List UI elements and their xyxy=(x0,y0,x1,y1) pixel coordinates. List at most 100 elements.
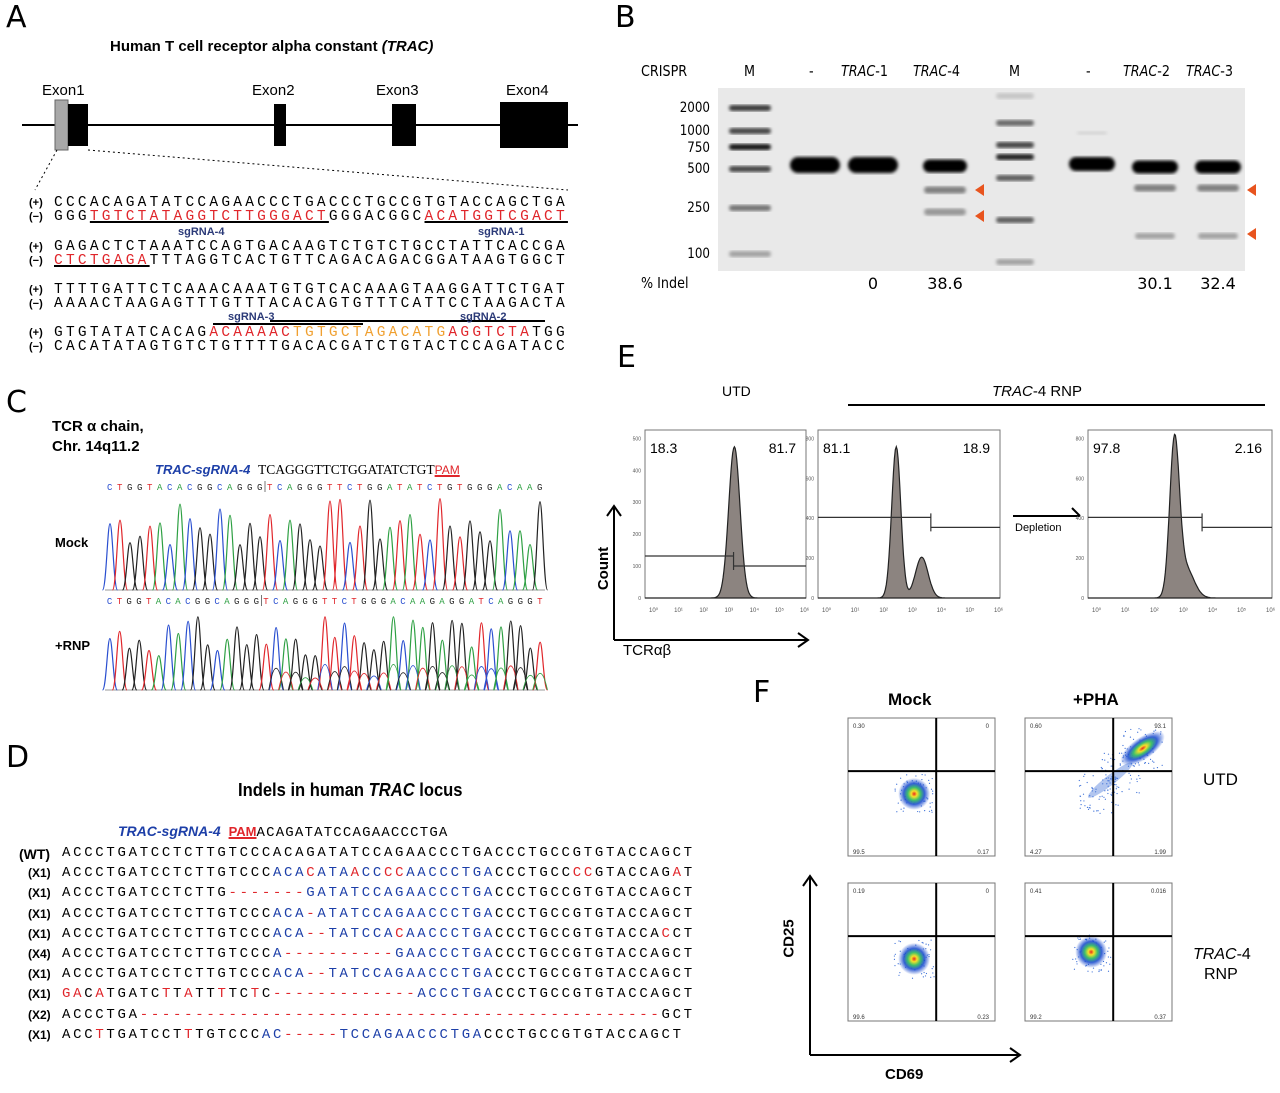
y-tick-label: 0 xyxy=(1081,596,1084,602)
trace-peak xyxy=(441,525,459,591)
sequence-segment: TGATC xyxy=(106,986,162,1003)
event-dot xyxy=(1091,971,1093,973)
event-dot xyxy=(925,943,927,945)
trace-peak xyxy=(471,531,489,591)
tcr-arrow-head xyxy=(797,632,810,648)
sequence-segment: AGGTCTA xyxy=(448,325,533,341)
trace-peak-secondary xyxy=(512,667,529,691)
event-dot xyxy=(906,774,908,776)
gate-line xyxy=(818,513,1000,532)
gel-band xyxy=(848,157,898,173)
event-dot xyxy=(899,941,902,943)
flow-dot-plot: 0.19 0 99.6 0.23 xyxy=(847,882,996,1022)
event-dot xyxy=(1101,759,1103,761)
event-dot xyxy=(1137,731,1139,733)
sequence-segment: ACA xyxy=(272,865,307,882)
x-tick-label: 10¹ xyxy=(674,608,683,614)
event-dot xyxy=(929,949,932,951)
sgrna3-bar xyxy=(213,323,363,325)
trace-peak-secondary xyxy=(307,677,323,691)
title-italic: (TRAC) xyxy=(381,38,434,55)
exon3-label: Exon3 xyxy=(376,82,419,99)
event-dot xyxy=(1119,763,1121,765)
gel-band xyxy=(996,217,1034,223)
event-dot xyxy=(1089,795,1091,797)
event-dot xyxy=(900,777,902,779)
sequence-segment: GATATCCAGAACCCTGA xyxy=(306,885,495,902)
gel-band xyxy=(1134,184,1176,192)
trace-peak xyxy=(171,503,189,591)
lane-name: M xyxy=(744,62,756,80)
gate-line xyxy=(645,552,806,570)
exon3-box xyxy=(392,104,416,146)
lane-name: M xyxy=(1009,62,1021,80)
event-dot xyxy=(919,811,921,813)
chromosome-title: Chr. 14q11.2 xyxy=(52,438,140,455)
event-dot xyxy=(899,972,901,974)
event-dot xyxy=(931,968,933,970)
cd69-label: CD69 xyxy=(885,1066,924,1083)
histogram-plot: 10⁰ 10¹ 10² 10³ 10⁴ 10⁵ 10⁶ 0 200 400 600 800 xyxy=(1076,429,1276,614)
exon1-box xyxy=(68,104,88,146)
plus-strand-seq: TTTTGATTCTCAAACAAATGTGTCACAAAGTAAGGATTCT… xyxy=(54,283,568,298)
lane-label: - xyxy=(1086,62,1091,80)
rnp-suffix: -4 xyxy=(1236,946,1251,963)
event-dot xyxy=(921,941,923,944)
cleavage-arrowhead-icon xyxy=(975,184,984,196)
event-dot xyxy=(1148,762,1150,764)
x-tick-label: 10⁴ xyxy=(750,607,760,614)
trace-peak xyxy=(111,519,129,591)
event-dot xyxy=(1080,800,1082,802)
y-tick-label: 400 xyxy=(806,516,815,522)
event-dot xyxy=(922,942,924,944)
y-tick-label: 200 xyxy=(633,532,642,538)
event-dot xyxy=(1107,761,1109,763)
sequence-segment: GGG xyxy=(54,209,90,225)
histogram-plot: 10⁰ 10¹ 10² 10³ 10⁴ 10⁵ 10⁶ 0 200 400 600 800 xyxy=(806,429,1004,614)
plus-strand-tag: (+) xyxy=(29,284,43,296)
event-dot xyxy=(1098,970,1100,973)
event-dot xyxy=(1092,788,1094,790)
sequence-segment: TT xyxy=(195,986,218,1003)
y-tick-label: 500 xyxy=(633,436,642,442)
y-tick-label: 0 xyxy=(811,596,814,602)
lane-label: TRAC-3 xyxy=(1186,62,1233,80)
gel-band xyxy=(1132,160,1178,174)
gel-band xyxy=(790,157,840,173)
x-tick-label: 10⁰ xyxy=(822,607,832,614)
event-dot xyxy=(1153,761,1155,763)
trace-peak-secondary xyxy=(502,665,519,691)
event-dot xyxy=(1116,786,1118,788)
event-dot xyxy=(921,773,923,776)
quadrant-percent-ll: 4.27 xyxy=(1030,850,1042,856)
trace-peak-secondary xyxy=(327,671,343,691)
lane-suffix: -3 xyxy=(1220,62,1234,80)
cleavage-arrowhead-icon xyxy=(975,210,984,222)
event-dot xyxy=(1138,792,1140,794)
event-dot xyxy=(1105,940,1107,942)
plot-frame xyxy=(817,429,1001,599)
gate-left-percent: 81.1 xyxy=(823,440,851,456)
x-tick-label: 10² xyxy=(1150,608,1159,614)
event-dot xyxy=(1079,938,1082,940)
minus-strand-seq: CACATATAGTGTCTGTTTTGACACGATCTGTACTCCAGAT… xyxy=(54,340,568,355)
sequence-segment: CCCTGCCGTGTACCAGCT xyxy=(494,885,695,902)
sequence-segment: T xyxy=(173,986,185,1003)
gel-band xyxy=(1197,184,1239,192)
trace-peak-secondary xyxy=(444,665,460,691)
event-dot xyxy=(1129,774,1132,777)
event-dot xyxy=(928,782,931,784)
sgrna-label: TRAC-sgRNA-4 xyxy=(155,462,251,477)
sequence-segment: GCT xyxy=(661,1006,695,1023)
trace-peak-secondary xyxy=(287,671,304,691)
minus-strand-seq: AAAACTAAGAGTTTGTTTACACAGTGTTTCATTCCTAAGA… xyxy=(54,297,568,312)
event-dot xyxy=(1107,956,1109,958)
sequence-segment: TTTAGGTCACTGTTCAGACAGACGGATAAGTGGCT xyxy=(149,253,568,269)
sequence-segment: CCCTGCCGTGTACCA xyxy=(494,925,662,942)
event-dot xyxy=(1101,768,1103,770)
sequence-segment: CCCTGCCGTGTACCAGCT xyxy=(494,905,695,922)
event-dot xyxy=(930,788,933,790)
event-dot xyxy=(1130,778,1132,780)
trace-peak xyxy=(160,624,177,691)
